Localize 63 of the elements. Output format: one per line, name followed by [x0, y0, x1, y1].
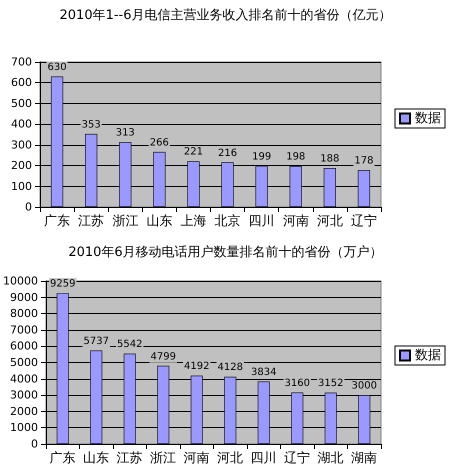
data-label: 9259 — [50, 278, 76, 290]
y-tick-label: 8000 — [10, 307, 38, 320]
y-tick-label: 1000 — [10, 421, 38, 434]
y-tick-label: 4000 — [10, 372, 38, 386]
data-label: 5737 — [84, 336, 109, 347]
x-tick-label: 浙江 — [150, 451, 176, 466]
y-tick-label: 7000 — [10, 323, 38, 336]
x-tick-label: 湖南 — [351, 451, 378, 466]
x-tick-label: 浙江 — [112, 214, 138, 229]
legend-label: 数据 — [415, 348, 441, 363]
x-tick-label: 河南 — [282, 214, 309, 229]
chart-title: 2010年1--6月电信主营业务收入排名前十的省份（亿元） — [59, 7, 392, 23]
data-label: 353 — [82, 119, 101, 130]
data-label: 4799 — [150, 351, 176, 362]
y-tick-label: 10000 — [2, 274, 38, 288]
x-tick-label: 辽宁 — [284, 450, 310, 466]
y-tick-label: 100 — [11, 180, 32, 193]
y-tick-label: 5000 — [10, 356, 38, 369]
data-label: 3160 — [284, 378, 310, 389]
data-label: 266 — [150, 137, 169, 148]
y-tick-label: 6000 — [10, 340, 38, 353]
y-tick-label: 600 — [11, 76, 32, 90]
data-label: 4192 — [184, 361, 210, 372]
data-label: 3834 — [251, 367, 276, 378]
data-label: 313 — [116, 128, 135, 139]
y-tick-label: 300 — [11, 138, 32, 152]
y-tick-label: 9000 — [10, 290, 38, 304]
x-tick-label: 四川 — [250, 451, 277, 466]
x-tick-label: 湖北 — [318, 451, 344, 466]
y-tick-label: 0 — [30, 438, 38, 450]
legend-label: 数据 — [415, 111, 441, 126]
data-label: 5542 — [117, 339, 142, 350]
x-tick-label: 北京 — [214, 214, 241, 229]
y-tick-label: 200 — [11, 159, 32, 172]
x-tick-label: 河南 — [184, 451, 210, 466]
data-label: 630 — [48, 62, 67, 73]
y-tick-label: 0 — [25, 200, 32, 214]
data-label: 178 — [354, 156, 374, 167]
x-tick-label: 上海 — [180, 214, 206, 229]
data-label: 3152 — [318, 378, 344, 390]
x-tick-label: 河北 — [217, 451, 244, 466]
data-label: 4128 — [218, 362, 243, 374]
y-tick-label: 3000 — [10, 388, 38, 402]
x-tick-label: 辽宁 — [350, 213, 377, 229]
data-label: 221 — [184, 146, 203, 158]
y-tick-label: 400 — [11, 118, 32, 131]
data-label: 198 — [286, 151, 306, 162]
data-label: 199 — [252, 151, 272, 162]
y-tick-label: 700 — [11, 56, 32, 68]
x-tick-label: 广东 — [50, 451, 76, 466]
x-tick-label: 山东 — [146, 214, 172, 229]
y-tick-label: 2000 — [10, 404, 38, 418]
data-label: 188 — [320, 154, 340, 165]
data-label: 3000 — [352, 380, 377, 392]
y-tick-label: 500 — [11, 96, 32, 110]
x-tick-label: 四川 — [248, 214, 275, 229]
chart-title: 2010年6月移动电话用户数量排名前十的省份（万户） — [68, 245, 383, 260]
x-tick-label: 河北 — [316, 214, 343, 229]
x-tick-label: 山东 — [83, 451, 110, 466]
x-tick-label: 江苏 — [78, 214, 104, 229]
x-tick-label: 广东 — [44, 214, 70, 229]
data-label: 216 — [218, 148, 238, 159]
x-tick-label: 江苏 — [116, 451, 143, 466]
